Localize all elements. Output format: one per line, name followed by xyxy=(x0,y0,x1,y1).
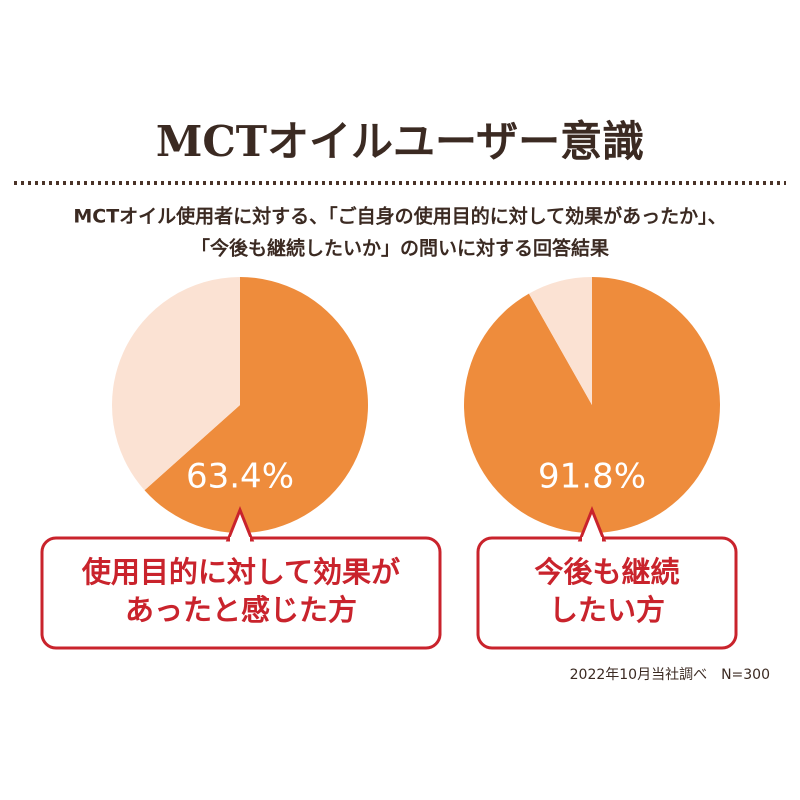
callout-gap xyxy=(230,537,250,542)
pie-slice xyxy=(144,277,368,533)
pie-slice xyxy=(112,277,240,491)
subtitle: MCTオイル使用者に対する、「ご自身の使用目的に対して効果があったか」、 xyxy=(73,205,726,228)
callout-gap xyxy=(582,537,602,542)
callout-text: 今後も継続 xyxy=(534,555,679,589)
value-label: 91.8% xyxy=(538,457,646,497)
callout-text: 使用目的に対して効果が xyxy=(81,555,400,589)
callout-box xyxy=(476,536,738,650)
note: 2022年10月当社調べ N=300 xyxy=(570,667,770,683)
pie-slice xyxy=(528,277,592,405)
callout-text: したい方 xyxy=(549,593,665,627)
subtitle: 「今後も継続したいか」の問いに対する回答結果 xyxy=(191,237,609,260)
callout-text: あったと感じた方 xyxy=(125,593,357,627)
title: MCTオイルユーザー意識 xyxy=(156,117,644,166)
value-label: 63.4% xyxy=(186,457,294,497)
